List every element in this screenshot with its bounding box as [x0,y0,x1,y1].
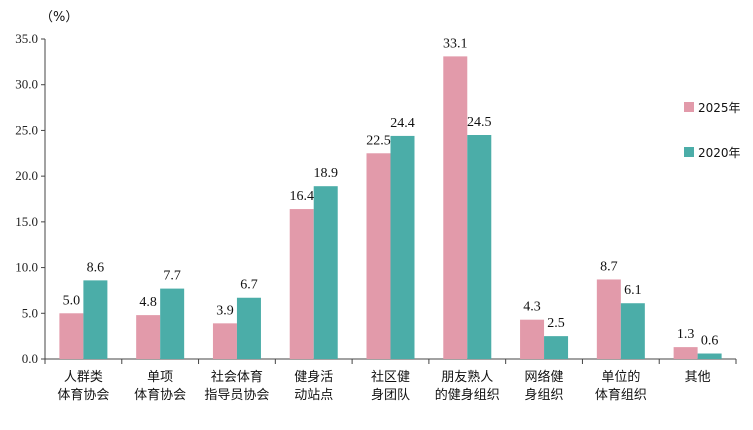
data-label: 3.9 [216,303,234,318]
bar-2025 [366,153,391,359]
legend: 2025年 2020年 [684,101,741,160]
category-label: 健身活 [294,369,333,385]
category-label: 的健身组织 [435,387,500,403]
bar-2025 [136,315,161,359]
bar-2020 [313,186,338,359]
category-label: 体育协会 [134,387,186,403]
y-tick-label: 0.0 [22,351,38,366]
data-label: 24.4 [390,116,415,131]
data-label: 0.6 [701,334,719,349]
bar-2025 [673,347,698,359]
bar-2025 [59,313,84,359]
legend-label: 2025年 [698,101,741,115]
bar-2025 [289,209,314,359]
data-label: 18.9 [313,166,338,181]
bar-2025 [443,56,468,359]
bar-2020 [160,288,185,359]
y-tick-label: 15.0 [15,214,38,229]
category-label: 动站点 [294,388,333,403]
legend-swatch [684,147,694,157]
bar-2020 [236,297,261,359]
data-label: 5.0 [63,293,81,308]
data-label: 6.7 [240,278,258,293]
category-label: 其他 [685,370,711,385]
data-label: 8.6 [87,260,105,275]
y-unit-label: （%） [40,10,78,25]
data-label: 6.1 [624,283,642,298]
bar-2025 [596,279,621,359]
bar-2025 [212,323,237,359]
y-tick-label: 20.0 [15,168,38,183]
category-label: 身组织 [525,387,564,403]
legend-swatch [684,102,694,112]
category-label: 网络健 [525,369,564,385]
data-label: 4.8 [139,295,157,310]
y-tick-label: 35.0 [15,31,38,46]
data-label: 22.5 [366,133,391,148]
category-label: 单项 [147,370,173,385]
bar-2020 [390,135,415,359]
category-label: 体育协会 [57,387,109,403]
category-label: 指导员协会 [204,388,269,403]
data-label: 4.3 [523,300,541,315]
category-label: 身团队 [371,387,410,403]
y-tick-label: 5.0 [22,305,38,320]
value-labels: 5.0 8.6 4.8 7.7 3.9 6.7 16.4 18.9 22.5 24.4 33.1 24… [63,36,719,348]
data-label: 33.1 [443,36,468,51]
bar-2020 [620,303,645,359]
category-label: 单位的 [601,369,640,385]
data-label: 7.7 [163,269,181,284]
bar-2025 [520,319,545,359]
bar-2020 [467,135,492,359]
data-label: 24.5 [467,115,492,130]
data-label: 2.5 [547,316,565,331]
legend-label: 2020年 [698,146,741,160]
bar-2020 [697,353,722,359]
category-label: 朋友熟人 [441,369,493,385]
category-label: 人群类 [64,370,103,385]
y-tick-label: 10.0 [15,260,38,275]
data-label: 1.3 [677,327,695,342]
category-label: 体育组织 [595,387,647,403]
bar-2020 [83,280,108,359]
y-tick-label: 30.0 [15,77,38,92]
bar-2020 [544,336,569,359]
category-label: 社区健 [371,369,410,385]
y-tick-label: 25.0 [15,122,38,137]
bars [59,56,722,359]
category-label: 社会体育 [211,369,263,385]
data-label: 8.7 [600,259,618,274]
data-label: 16.4 [289,189,314,204]
